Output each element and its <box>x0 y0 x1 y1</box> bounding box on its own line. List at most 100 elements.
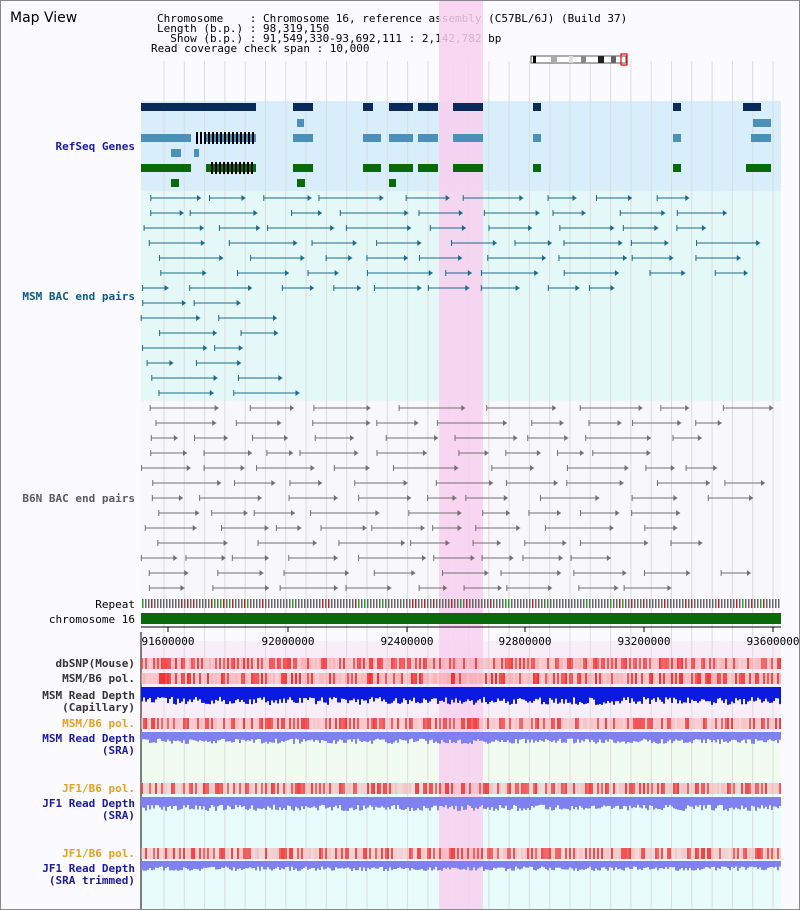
msm-pol-sra-stripe <box>337 718 339 729</box>
msm-depth-capillary-bar <box>243 687 245 702</box>
msm-depth-capillary-bar <box>147 687 149 700</box>
msm-depth-capillary-bar <box>683 687 685 703</box>
jf1-depth-sra-bar <box>285 797 287 811</box>
msm-pol-sra-stripe <box>627 718 629 729</box>
msm-bac-label[interactable]: MSM BAC end pairs <box>22 290 135 303</box>
msm-depth-capillary-bar <box>159 687 161 699</box>
msm-pol-sra-stripe <box>695 718 697 729</box>
msm-bac-pair <box>610 285 615 291</box>
msm-pol-capillary-label[interactable]: MSM/B6 pol. <box>62 672 135 685</box>
msm-pol-stripe <box>345 673 347 684</box>
msm-depth-sra-bar <box>533 732 535 743</box>
msm-pol-sra-stripe <box>201 718 203 729</box>
jf1-depth-sra-bar <box>547 797 549 810</box>
jf1-depth-sra-bar <box>715 797 717 809</box>
jf1-pol-sra-label[interactable]: JF1/B6 pol. <box>62 782 135 795</box>
msm-pol-stripe <box>407 673 409 684</box>
jf1-pol-stripe <box>187 783 189 794</box>
jf1-pol-trimmed-stripe <box>145 848 147 859</box>
msm-pol-sra-stripe <box>247 718 249 729</box>
msm-pol-stripe <box>581 673 583 684</box>
repeat-mark <box>331 599 333 608</box>
msm-depth-capillary-bar <box>621 687 623 701</box>
msm-depth-capillary-bar <box>417 687 419 703</box>
jf1-pol-stripe <box>419 783 421 794</box>
msm-pol-stripe <box>689 673 691 684</box>
msm-read-depth-capillary-label[interactable]: MSM Read Depth <box>42 689 135 702</box>
msm-depth-sra-bar <box>191 732 193 740</box>
msm-pol-sra-stripe <box>735 718 737 729</box>
refseq-gene-track6 <box>389 179 396 187</box>
jf1-pol-trimmed-stripe <box>695 848 697 859</box>
msm-pol-stripe <box>675 673 677 684</box>
jf1-pol-trimmed-stripe <box>641 848 643 859</box>
b6n-bac-pair <box>677 420 682 426</box>
msm-pol-sra-stripe <box>675 718 677 729</box>
b6n-bac-label[interactable]: B6N BAC end pairs <box>22 492 135 505</box>
msm-pol-sra-stripe <box>453 718 455 729</box>
msm-pol-sra-stripe <box>447 718 449 729</box>
jf1-pol-stripe <box>441 783 443 794</box>
jf1-pol-trimmed-stripe <box>315 848 317 859</box>
jf1-read-depth-trimmed-label[interactable]: JF1 Read Depth <box>42 862 135 875</box>
dbsnp-stripe <box>767 658 769 669</box>
jf1-pol-trimmed-stripe <box>525 848 527 859</box>
jf1-pol-stripe <box>243 783 245 794</box>
jf1-pol-stripe <box>727 783 729 794</box>
msm-depth-capillary-bar <box>715 687 717 704</box>
msm-depth-sra-bar <box>565 732 567 743</box>
msm-pol-stripe <box>575 673 577 684</box>
dbsnp-stripe <box>563 658 565 669</box>
msm-pol-sra-label[interactable]: MSM/B6 pol. <box>62 717 135 730</box>
msm-bac-pair <box>348 255 353 261</box>
jf1-depth-sra-bar <box>311 797 313 808</box>
jf1-depth-sra-bar <box>337 797 339 809</box>
dbsnp-stripe <box>241 658 243 669</box>
jf1-pol-stripe <box>175 783 177 794</box>
jf1-depth-trimmed-bar <box>321 861 323 867</box>
jf1-depth-sra-bar <box>769 797 771 806</box>
dbsnp-label[interactable]: dbSNP(Mouse) <box>55 657 135 670</box>
msm-pol-stripe <box>391 673 393 684</box>
jf1-depth-trimmed-bar <box>287 861 289 867</box>
jf1-pol-stripe <box>395 783 397 794</box>
dbsnp-stripe <box>393 658 395 669</box>
repeat-mark <box>703 599 705 608</box>
jf1-pol-stripe <box>621 783 623 794</box>
msm-depth-capillary-bar <box>485 687 487 703</box>
dbsnp-stripe <box>617 658 619 669</box>
jf1-pol-trimmed-stripe <box>415 848 417 859</box>
jf1-pol-stripe <box>769 783 771 794</box>
msm-pol-sra-stripe <box>553 718 555 729</box>
msm-depth-sra-bar <box>227 732 229 742</box>
repeat-mark <box>202 599 204 608</box>
msm-pol-sra-stripe <box>147 718 149 729</box>
jf1-depth-sra-bar <box>503 797 505 809</box>
msm-pol-sra-stripe <box>285 718 287 729</box>
jf1-pol-trimmed-stripe <box>527 848 529 859</box>
jf1-pol-stripe <box>223 783 225 794</box>
repeat-mark <box>520 599 522 608</box>
msm-depth-sra-bar <box>283 732 285 742</box>
b6n-bac-pair <box>624 465 629 471</box>
msm-read-depth-sra-label[interactable]: MSM Read Depth <box>42 732 135 745</box>
jf1-depth-trimmed-bar <box>695 861 697 870</box>
msm-pol-sra-stripe <box>389 718 391 729</box>
jf1-read-depth-sra-label[interactable]: JF1 Read Depth <box>42 797 135 810</box>
repeat-mark <box>151 599 153 608</box>
msm-pol-stripe <box>441 673 443 684</box>
msm-pol-stripe <box>277 673 279 684</box>
jf1-pol-trimmed-stripe <box>769 848 771 859</box>
msm-pol-sra-stripe <box>689 718 691 729</box>
msm-depth-sra-bar <box>723 732 725 742</box>
jf1-pol-trimmed-stripe <box>143 848 145 859</box>
msm-pol-sra-stripe <box>347 718 349 729</box>
jf1-depth-trimmed-bar <box>733 861 735 868</box>
jf1-pol-trimmed-label[interactable]: JF1/B6 pol. <box>62 847 135 860</box>
msm-pol-sra-stripe <box>569 718 571 729</box>
repeat-mark <box>271 599 273 608</box>
refseq-genes-label[interactable]: RefSeq Genes <box>55 140 135 153</box>
msm-pol-sra-stripe <box>601 718 603 729</box>
repeat-mark <box>232 599 234 608</box>
